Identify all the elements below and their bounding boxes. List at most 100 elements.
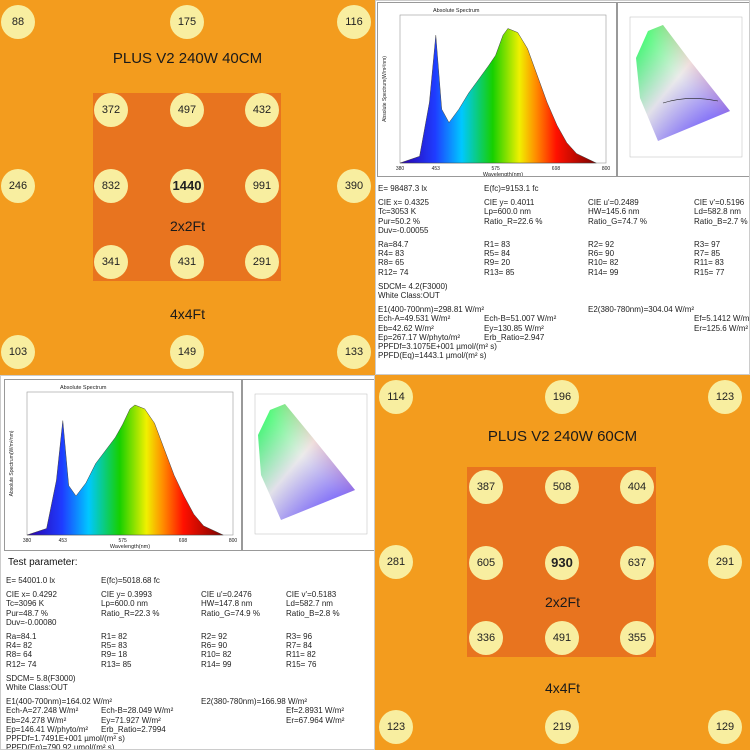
measurement-value: R12= 74: [6, 659, 37, 669]
x-tick-label: 698: [179, 538, 188, 544]
measurement-value: R15= 76: [286, 659, 317, 669]
measurement-value: CIE x= 0.4325: [378, 198, 429, 208]
measurement-value: E2(380-780nm)=304.04 W/m²: [588, 305, 695, 315]
map-title: PLUS V2 240W 40CM: [112, 50, 263, 67]
measurement-value: CIE v'=0.5183: [286, 590, 337, 600]
ppfd-map-60cm: PLUS V2 240W 60CM 2x2Ft 4x4Ft 114 196 12…: [375, 375, 750, 750]
ppfd-value: 390: [337, 169, 371, 203]
ppfd-value: 291: [708, 545, 742, 579]
ppfd-value: 832: [94, 169, 128, 203]
measurement-value: Ey=130.85 W/m²: [484, 323, 544, 333]
spectrum-title: Absolute Spectrum: [60, 385, 107, 391]
ppfd-center-value: 930: [545, 546, 579, 580]
ppfd-value: 133: [337, 335, 371, 369]
measurement-value: R12= 74: [378, 267, 409, 277]
map-title: PLUS V2 240W 60CM: [487, 428, 638, 445]
measurement-value: E1(400-700nm)=298.81 W/m²: [378, 305, 485, 315]
cie-chromaticity-diagram: [254, 393, 368, 535]
measurement-value: R14= 99: [201, 659, 232, 669]
x-tick-label: 453: [432, 166, 441, 172]
ppfd-value: 88: [1, 5, 35, 39]
measurement-value: Er=125.6 W/m²: [694, 323, 749, 333]
x-tick-label: 575: [491, 166, 500, 172]
measurement-value: CIE u'=0.2489: [588, 198, 639, 208]
measurement-value: E= 54001.0 lx: [6, 576, 56, 585]
spectrum-xlabel: Wavelength(nm): [110, 544, 150, 550]
measurement-value: CIE y= 0.3993: [101, 590, 152, 600]
x-tick-label: 575: [118, 538, 127, 544]
measurement-value: CIE y= 0.4011: [484, 198, 535, 208]
ppfd-value: 605: [469, 546, 503, 580]
measurement-value: R7= 84: [286, 641, 313, 651]
measurement-value: R6= 90: [588, 249, 615, 259]
test-parameter-heading: Test parameter:: [8, 557, 78, 568]
measurement-value: Ech-A=27.248 W/m²: [6, 706, 79, 716]
measurement-value: E(fc)=9153.1 fc: [484, 184, 539, 193]
measurement-value: Ey=71.927 W/m²: [101, 715, 161, 725]
measurement-value: CIE u'=0.2476: [201, 590, 252, 600]
measurement-value: R3= 96: [286, 632, 313, 641]
ppfd-value: 508: [545, 470, 579, 504]
measurement-value: Eb=42.62 W/m²: [378, 323, 434, 333]
measurement-value: R5= 83: [101, 641, 128, 651]
cie-diagram-panel: [242, 379, 374, 551]
measurement-value: R11= 83: [694, 258, 724, 268]
measurement-value: Eb=24.278 W/m²: [6, 715, 67, 725]
measurement-value: R7= 85: [694, 249, 721, 259]
ppfd-value: 123: [379, 710, 413, 744]
measurement-value: Ratio_G=74.7 %: [588, 216, 647, 226]
measurement-value: CIE v'=0.5196: [694, 198, 745, 208]
x-tick-label: 800: [229, 538, 238, 544]
outer-label: 4x4Ft: [544, 680, 580, 696]
outer-label: 4x4Ft: [169, 306, 205, 322]
ppfd-value: 103: [1, 335, 35, 369]
measurement-value: Er=67.964 W/m²: [286, 715, 345, 725]
ppfd-value: 114: [379, 380, 413, 414]
measurement-value: Tc=3096 K: [6, 599, 45, 609]
measurement-value: R8= 65: [378, 258, 405, 268]
measurement-value: Lp=600.0 nm: [484, 207, 531, 217]
measurement-value: E= 98487.3 lx: [378, 184, 428, 193]
measurement-value: PPFDf=3.1075E+001 µmol/(m² s): [378, 342, 497, 351]
measurement-value: SDCM= 5.8(F3000): [6, 673, 76, 683]
x-tick-label: 380: [23, 538, 32, 544]
measurement-value: HW=147.8 nm: [201, 599, 253, 609]
measurement-value: PPFDf=1.7491E+001 µmol/(m² s): [6, 734, 125, 743]
ppfd-value: 991: [245, 169, 279, 203]
ppfd-value: 355: [620, 621, 654, 655]
measurement-value: CIE x= 0.4292: [6, 590, 57, 600]
measurement-value: Ld=582.8 nm: [694, 207, 741, 217]
measurement-value: White Class:OUT: [378, 291, 440, 300]
ppfd-value: 404: [620, 470, 654, 504]
spectrum-chart: Absolute Spectrum Wavelength(nm) Absolute …: [382, 8, 610, 178]
inner-label: 2x2Ft: [169, 218, 205, 234]
measurement-value: R8= 64: [6, 650, 33, 660]
measurement-value: Ef=2.8931 W/m²: [286, 706, 345, 716]
measurement-value: R11= 82: [286, 650, 316, 660]
ppfd-value: 123: [708, 380, 742, 414]
measurement-value: HW=145.6 nm: [588, 207, 640, 217]
x-tick-label: 698: [552, 166, 561, 172]
ppfd-value: 219: [545, 710, 579, 744]
ppfd-value: 291: [245, 245, 279, 279]
measurement-value: SDCM= 4.2(F3000): [378, 281, 448, 291]
measurement-value: Pur=48.7 %: [6, 608, 49, 618]
spectrum-ylabel: Absolute Spectrum(W/m²/nm): [382, 56, 388, 122]
ppfd-value: 491: [545, 621, 579, 655]
measurement-value: Ratio_B=2.8 %: [286, 608, 340, 618]
measurement-value: R4= 82: [6, 641, 33, 651]
measurement-value: R5= 84: [484, 249, 511, 259]
spectrometer-report-top: Absolute Spectrum Wavelength(nm) Absolute …: [375, 0, 750, 375]
measurement-value: Ld=582.7 nm: [286, 599, 333, 609]
ppfd-value: 129: [708, 710, 742, 744]
measurement-value: R10= 82: [588, 258, 619, 268]
measurement-value: R6= 90: [201, 641, 228, 651]
measurement-value: Lp=600.0 nm: [101, 599, 148, 609]
x-tick-label: 453: [59, 538, 68, 544]
spectrum-xlabel: Wavelength(nm): [483, 172, 523, 176]
spectrum-panel: Absolute Spectrum Wavelength(nm) Absolute …: [377, 2, 617, 178]
measurement-value: Tc=3053 K: [378, 207, 417, 217]
measurement-value: Erb_Ratio=2.7994: [101, 724, 166, 734]
measurement-value: PPFD(Eq)=790.92 µmol/(m² s): [6, 743, 115, 750]
measurement-value: Ech-B=51.007 W/m²: [484, 314, 557, 324]
